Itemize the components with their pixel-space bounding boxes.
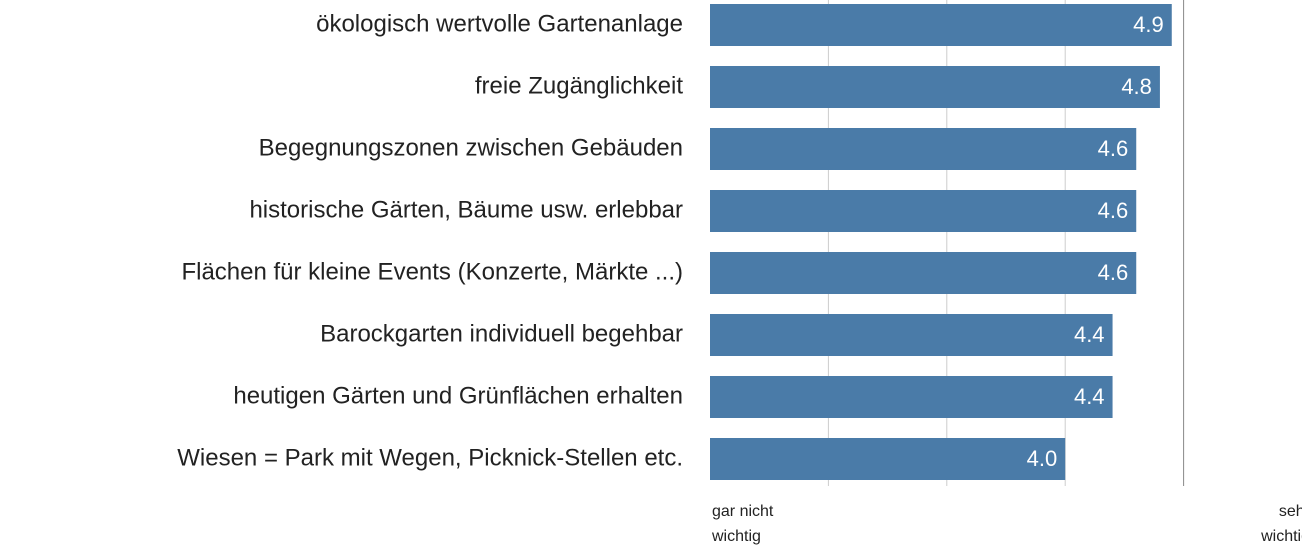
category-label: freie Zugänglichkeit — [475, 72, 683, 99]
bar — [710, 4, 1172, 46]
category-label: Flächen für kleine Events (Konzerte, Mär… — [181, 258, 683, 285]
value-label: 4.8 — [1121, 74, 1152, 99]
value-label: 4.6 — [1098, 260, 1129, 285]
category-label: heutigen Gärten und Grünflächen erhalten — [233, 382, 683, 409]
value-label: 4.9 — [1133, 12, 1164, 37]
bar — [710, 376, 1113, 418]
category-label: ökologisch wertvolle Gartenanlage — [316, 10, 683, 37]
category-label: Begegnungszonen zwischen Gebäuden — [259, 134, 683, 161]
bar — [710, 252, 1137, 294]
category-label: historische Gärten, Bäume usw. erlebbar — [249, 196, 683, 223]
category-label: Barockgarten individuell begehbar — [320, 320, 683, 347]
value-label: 4.6 — [1098, 136, 1129, 161]
bar — [710, 128, 1137, 170]
category-label: Wiesen = Park mit Wegen, Picknick-Stelle… — [177, 444, 683, 471]
value-label: 4.6 — [1098, 198, 1129, 223]
axis-label-high: sehrwichtig — [1260, 503, 1302, 545]
value-label: 4.0 — [1027, 446, 1058, 471]
bar — [710, 66, 1160, 108]
bar — [710, 438, 1066, 480]
bar — [710, 190, 1137, 232]
bar — [710, 314, 1113, 356]
axis-label-low: gar nicht wichtig — [711, 503, 774, 545]
value-label: 4.4 — [1074, 322, 1105, 347]
value-label: 4.4 — [1074, 384, 1105, 409]
